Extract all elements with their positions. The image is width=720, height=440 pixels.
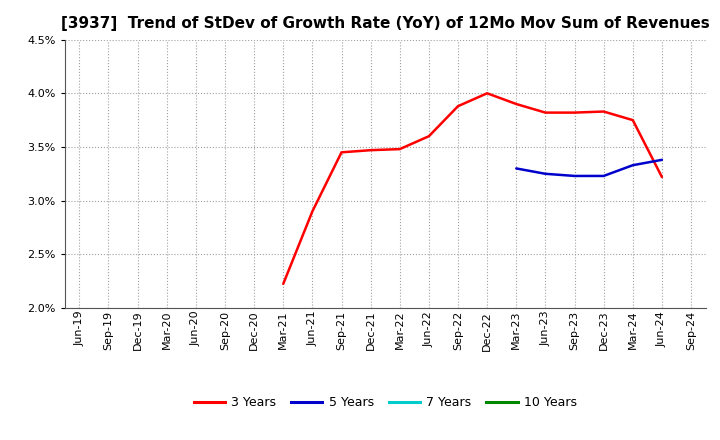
Legend: 3 Years, 5 Years, 7 Years, 10 Years: 3 Years, 5 Years, 7 Years, 10 Years (189, 392, 582, 414)
Title: [3937]  Trend of StDev of Growth Rate (YoY) of 12Mo Mov Sum of Revenues: [3937] Trend of StDev of Growth Rate (Yo… (60, 16, 710, 32)
